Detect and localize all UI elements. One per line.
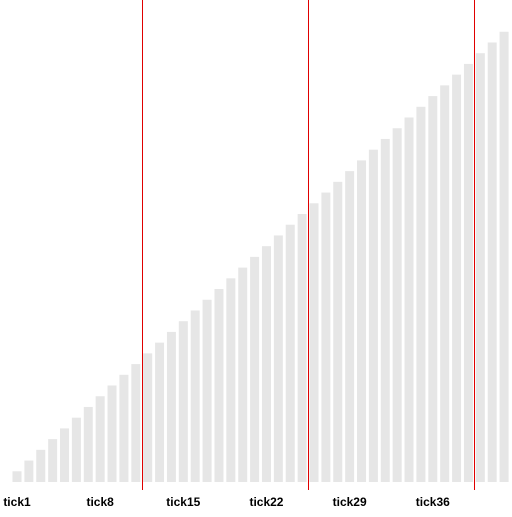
- bar: [428, 96, 438, 482]
- x-tick-label: tick8: [86, 495, 114, 509]
- x-tick-label: tick1: [3, 495, 31, 509]
- bar: [238, 267, 248, 482]
- bar: [71, 417, 81, 482]
- bar: [440, 85, 450, 483]
- bar: [190, 310, 200, 482]
- bar: [226, 278, 236, 482]
- bar: [36, 449, 46, 482]
- bar: [178, 321, 188, 482]
- bar: [119, 374, 129, 482]
- bar: [404, 117, 414, 483]
- bar: [333, 181, 343, 482]
- bar: [214, 289, 224, 482]
- bar: [273, 235, 283, 482]
- bar: [285, 224, 295, 482]
- x-tick-label: tick15: [166, 495, 200, 509]
- bar: [297, 214, 307, 482]
- bar: [380, 138, 390, 482]
- bar: [131, 364, 141, 482]
- bar: [166, 331, 176, 482]
- bar: [345, 171, 355, 482]
- bar: [463, 63, 473, 483]
- bar: [357, 160, 367, 482]
- bar: [452, 74, 462, 482]
- bar: [309, 203, 319, 482]
- bar: [475, 53, 485, 482]
- bar: [107, 385, 117, 482]
- bar: [416, 106, 426, 483]
- bar: [95, 396, 105, 482]
- x-tick-label: tick36: [416, 495, 450, 509]
- x-tick-label: tick22: [249, 495, 283, 509]
- bar: [392, 128, 402, 483]
- bar: [261, 246, 271, 482]
- bar: [487, 42, 497, 482]
- bar: [12, 471, 22, 482]
- x-tick-label: tick29: [333, 495, 367, 509]
- bar: [499, 31, 509, 482]
- bar: [48, 439, 58, 482]
- bar: [321, 192, 331, 482]
- bar: [24, 460, 34, 482]
- bar: [202, 299, 212, 482]
- bar: [143, 353, 153, 482]
- bar: [60, 428, 70, 482]
- bar: [83, 406, 93, 482]
- bar: [250, 256, 260, 482]
- bar: [155, 342, 165, 482]
- bar: [368, 149, 378, 482]
